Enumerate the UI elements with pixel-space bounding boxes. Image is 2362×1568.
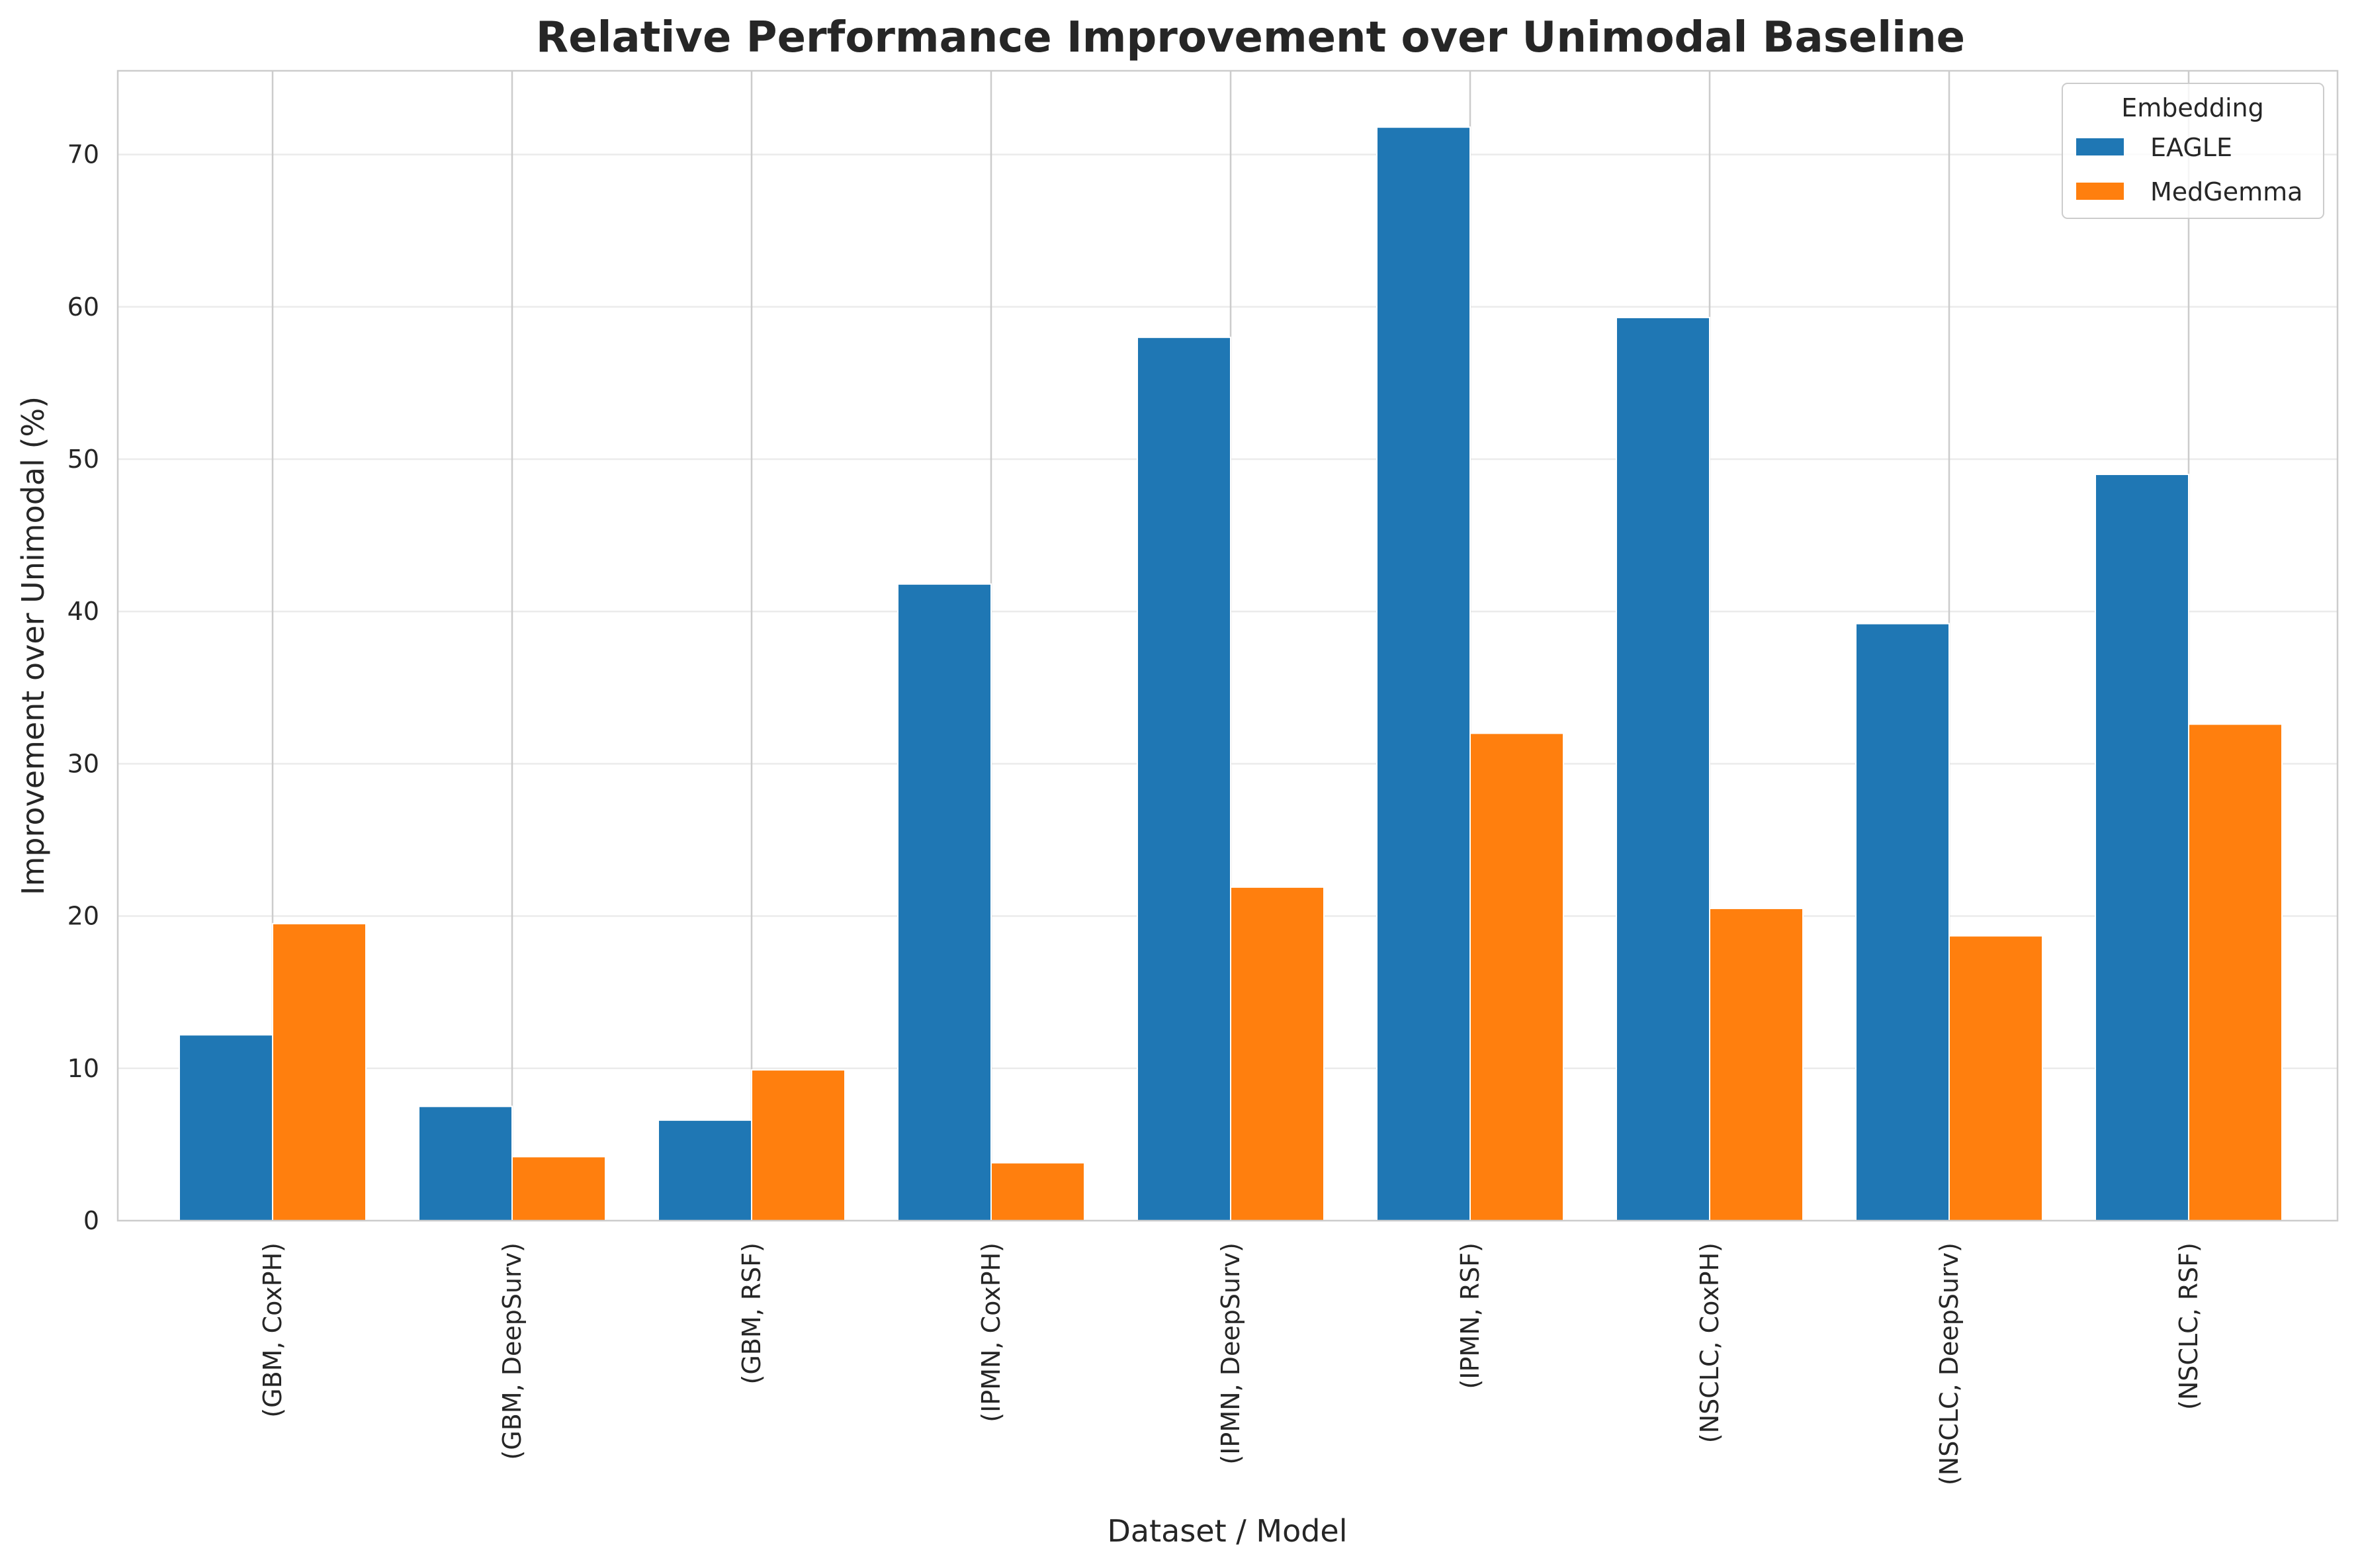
bar-medgemma (2188, 723, 2283, 1222)
y-tick-label: 60 (67, 292, 99, 322)
bar-eagle (897, 583, 992, 1221)
bar-eagle (1137, 336, 1231, 1222)
bar-eagle (1616, 316, 1710, 1221)
x-tick-label: (IPMN, CoxPH) (977, 1242, 1006, 1422)
legend-swatch-eagle (2076, 138, 2124, 155)
legend-label-medgemma: MedGemma (2150, 177, 2302, 206)
y-tick-label: 10 (67, 1054, 99, 1083)
chart-title: Relative Performance Improvement over Un… (536, 13, 1965, 62)
bar-eagle (418, 1106, 513, 1221)
bar-medgemma (1948, 935, 2043, 1221)
x-tick-label: (GBM, RSF) (737, 1242, 766, 1385)
bar-eagle (1376, 126, 1471, 1222)
y-axis-ticks: 0 10 20 30 40 50 60 70 (67, 140, 99, 1235)
x-tick-label: (GBM, DeepSurv) (498, 1242, 527, 1460)
bar-eagle (658, 1119, 752, 1221)
x-tick-label: (NSCLC, RSF) (2174, 1242, 2203, 1410)
y-tick-label: 40 (67, 597, 99, 626)
plot-frame (116, 69, 2339, 1222)
bar-medgemma (1230, 886, 1325, 1221)
x-tick-label: (IPMN, DeepSurv) (1216, 1242, 1245, 1465)
x-tick-label: (NSCLC, DeepSurv) (1935, 1242, 1964, 1485)
bar-medgemma (990, 1162, 1085, 1222)
legend: Embedding EAGLE MedGemma (2062, 83, 2324, 219)
y-tick-label: 30 (67, 749, 99, 778)
x-axis-ticks: (GBM, CoxPH) (GBM, DeepSurv) (GBM, RSF) (IP… (258, 1242, 2203, 1485)
x-tick-label: (NSCLC, CoxPH) (1695, 1242, 1724, 1443)
y-tick-label: 50 (67, 445, 99, 474)
bar-medgemma (511, 1156, 606, 1221)
bar-eagle (179, 1034, 273, 1221)
y-tick-label: 70 (67, 140, 99, 169)
legend-label-eagle: EAGLE (2150, 133, 2232, 162)
legend-box (2062, 83, 2324, 219)
bar-medgemma (1469, 732, 1564, 1221)
bar-medgemma (272, 923, 367, 1221)
x-tick-label: (IPMN, RSF) (1456, 1242, 1485, 1389)
y-axis-label: Improvement over Unimodal (%) (15, 396, 51, 895)
y-tick-label: 0 (83, 1206, 99, 1235)
x-axis-label: Dataset / Model (1108, 1513, 1348, 1549)
bar-medgemma (751, 1069, 846, 1221)
legend-title: Embedding (2121, 93, 2264, 122)
bar-medgemma (1709, 908, 1804, 1222)
x-tick-label: (GBM, CoxPH) (258, 1242, 287, 1418)
bars (179, 126, 2283, 1222)
y-tick-label: 20 (67, 902, 99, 931)
bar-eagle (2095, 474, 2189, 1221)
bar-eagle (1855, 623, 1950, 1221)
legend-swatch-medgemma (2076, 183, 2124, 200)
